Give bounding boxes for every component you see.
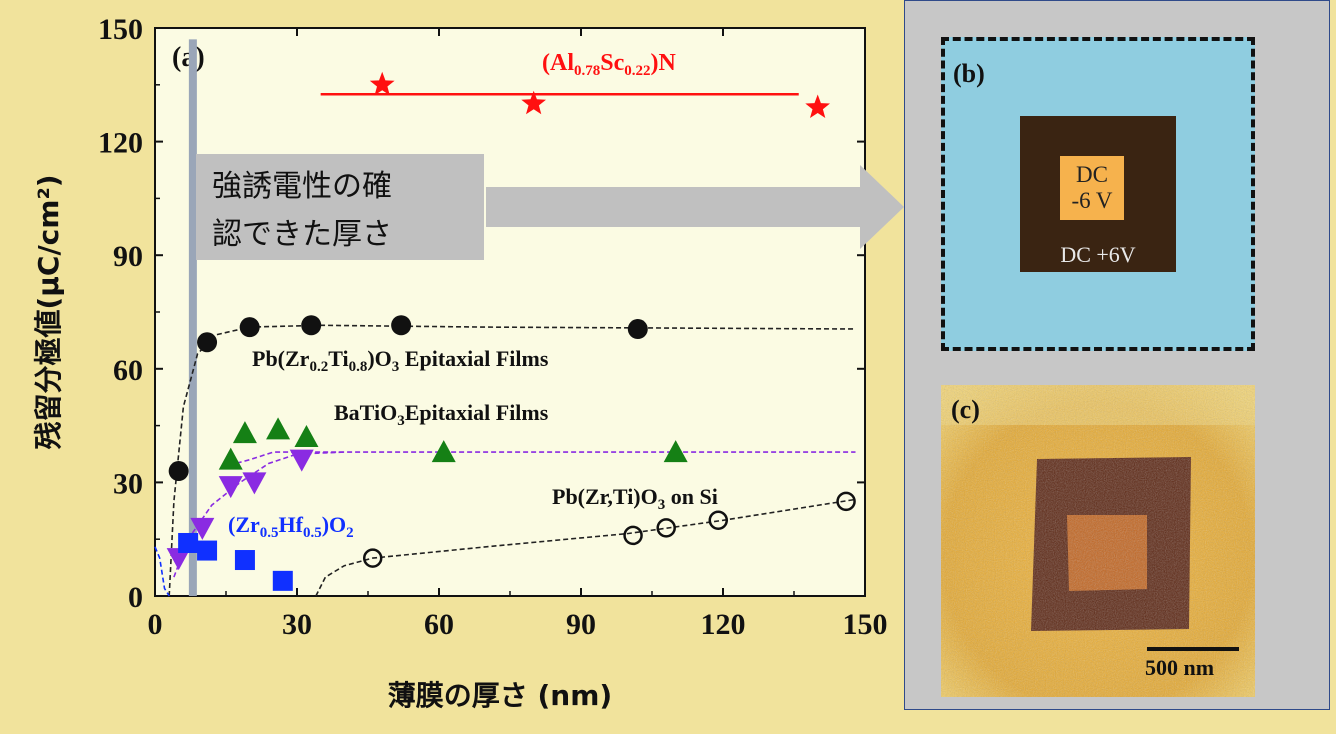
scale-bar-label: 500 nm — [1145, 655, 1215, 680]
pfm-phase-image: (b) DC -6 V DC +6V — [941, 37, 1255, 351]
point-filled-circle-3 — [301, 315, 322, 336]
label-pzt-si: Pb(Zr,Ti)O3 on Si — [552, 484, 718, 513]
negative-poled-square: DC -6 V — [1060, 156, 1124, 220]
threshold-line — [188, 39, 197, 597]
x-tick-label: 150 — [843, 608, 888, 641]
point-star-1 — [521, 90, 546, 115]
y-tick-label: 150 — [98, 13, 143, 46]
x-tick-label: 90 — [566, 608, 596, 641]
point-triangle-up-1 — [232, 421, 257, 444]
panel-b-label: (b) — [953, 59, 985, 88]
label-bto: BaTiO3Epitaxial Films — [334, 400, 549, 429]
right-panel: (b) DC -6 V DC +6V — [904, 0, 1330, 710]
annotation-line2: 認できた厚さ — [212, 217, 392, 252]
point-triangle-up-3 — [294, 424, 319, 447]
point-open-circle-4 — [836, 491, 856, 512]
hzo-fit-line — [154, 546, 170, 597]
point-square-0 — [178, 532, 199, 553]
point-square-3 — [272, 570, 293, 591]
point-filled-circle-0 — [168, 461, 189, 482]
point-triangle-down-3 — [242, 472, 267, 495]
panel-c-label: (c) — [951, 395, 980, 424]
y-tick-label: 30 — [113, 467, 143, 500]
bto-fit-line — [221, 451, 856, 469]
point-open-circle-1 — [623, 525, 643, 546]
point-open-circle-2 — [656, 518, 676, 538]
point-open-circle-0 — [362, 548, 383, 568]
panel-a-label: (a) — [172, 42, 205, 73]
annotation-line1: 強誘電性の確 — [212, 169, 392, 204]
y-axis-label: 残留分極値(μC/cm²) — [32, 174, 65, 449]
point-square-2 — [234, 550, 255, 571]
point-triangle-down-1 — [190, 517, 215, 540]
point-triangle-down-0 — [166, 548, 191, 571]
dc-positive-label: DC +6V — [1060, 242, 1136, 267]
point-filled-circle-2 — [239, 317, 260, 338]
y-tick-label: 0 — [128, 581, 143, 614]
point-star-0 — [369, 71, 395, 96]
label-pzt-epi: Pb(Zr0.2Ti0.8)O3 Epitaxial Films — [252, 346, 549, 375]
label-aln: (Al0.78Sc0.22)N — [542, 50, 676, 79]
label-hzo: (Zr0.5Hf0.5)O2 — [228, 512, 354, 541]
arrow-shaft — [486, 187, 862, 227]
point-triangle-down-2 — [218, 476, 243, 499]
x-axis-label: 薄膜の厚さ (nm) — [388, 679, 612, 712]
point-open-circle-3 — [708, 510, 729, 531]
x-tick-label: 0 — [148, 608, 163, 641]
point-filled-circle-1 — [197, 332, 218, 353]
plot-area — [154, 27, 866, 597]
x-tick-label: 120 — [701, 608, 746, 641]
point-triangle-up-0 — [218, 447, 243, 470]
point-triangle-up-2 — [266, 417, 291, 440]
point-triangle-down-4 — [289, 449, 314, 472]
y-tick-label: 120 — [98, 127, 143, 160]
dc-negative-label-line2: -6 V — [1071, 188, 1113, 213]
arrow-head — [860, 165, 904, 249]
positive-poled-square: DC -6 V DC +6V — [1020, 116, 1176, 272]
x-tick-label: 30 — [282, 608, 312, 641]
scale-bar — [1147, 647, 1239, 651]
remanent-polarization-chart: 0 30 60 90 120 150 0 30 60 90 120 150 薄膜の厚さ (nm) 残留分極… — [32, 13, 888, 712]
point-triangle-up-5 — [663, 440, 688, 463]
y-tick-label: 60 — [113, 354, 143, 387]
point-filled-circle-4 — [391, 315, 412, 336]
annotation-box — [196, 154, 484, 260]
x-tick-label: 60 — [424, 608, 454, 641]
point-triangle-up-4 — [431, 440, 456, 463]
afm-image: (c) 500 nm — [941, 385, 1255, 697]
y-tick-label: 90 — [113, 240, 143, 273]
dc-negative-label-line1: DC — [1076, 162, 1108, 187]
afm-texture — [941, 385, 1255, 697]
pzt-si-fit-line — [315, 498, 856, 597]
point-square-1 — [197, 540, 218, 561]
point-filled-circle-5 — [627, 319, 648, 340]
point-star-2 — [805, 94, 830, 118]
